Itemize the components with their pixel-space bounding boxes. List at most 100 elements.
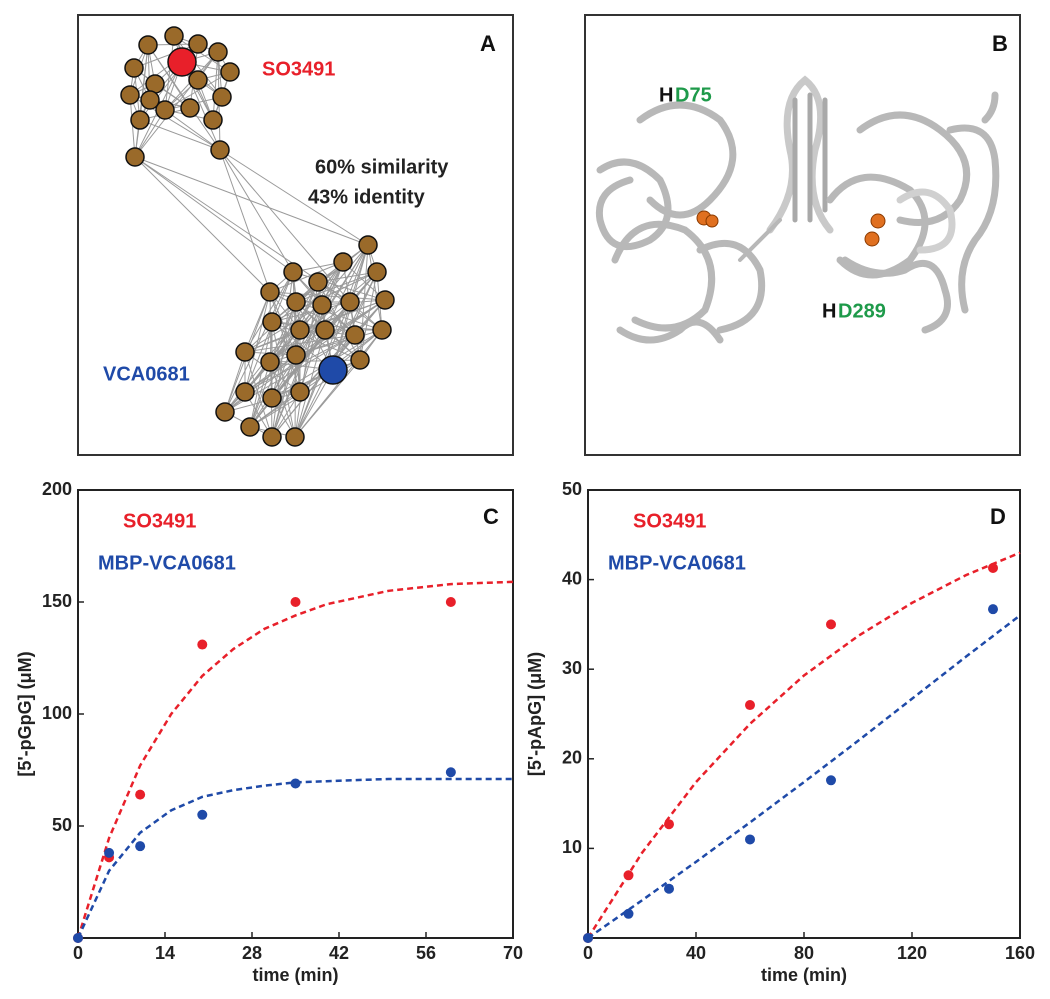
y-tick-label: 20 xyxy=(562,748,582,768)
y-tick-label: 50 xyxy=(52,815,72,835)
x-axis-label: time (min) xyxy=(252,965,338,985)
data-point xyxy=(664,819,674,830)
edge xyxy=(181,61,221,151)
edge xyxy=(224,351,246,413)
y-tick-label: 50 xyxy=(562,479,582,499)
node xyxy=(358,235,378,255)
data-point xyxy=(664,883,674,894)
y-tick-label: 30 xyxy=(562,658,582,678)
node xyxy=(283,262,303,282)
node xyxy=(340,292,360,312)
node xyxy=(262,388,282,408)
node xyxy=(188,34,208,54)
node xyxy=(203,110,223,130)
edge xyxy=(164,35,175,111)
data-point xyxy=(445,597,456,607)
edge xyxy=(134,156,294,273)
panel-label: A xyxy=(480,31,496,56)
y-tick-label: 10 xyxy=(562,837,582,857)
edge xyxy=(164,109,221,151)
edge xyxy=(219,149,369,246)
data-point xyxy=(135,789,146,800)
data-point xyxy=(197,639,208,650)
edge xyxy=(134,156,271,293)
site-residue: D75 xyxy=(675,84,712,106)
node xyxy=(285,427,305,447)
node xyxy=(235,382,255,402)
edge xyxy=(224,391,301,413)
legend-entry: MBP-VCA0681 xyxy=(608,552,746,574)
metal-ions xyxy=(696,210,886,247)
ion xyxy=(705,214,719,228)
x-tick-label: 160 xyxy=(1005,943,1035,963)
node xyxy=(155,100,175,120)
x-tick-label: 28 xyxy=(242,943,262,963)
node xyxy=(286,292,306,312)
node-label: VCA0681 xyxy=(103,363,190,385)
x-tick-label: 0 xyxy=(73,943,83,963)
node xyxy=(220,62,240,82)
node xyxy=(312,295,332,315)
edge xyxy=(224,329,301,413)
x-tick-label: 0 xyxy=(583,943,593,963)
edge xyxy=(244,299,386,353)
node xyxy=(145,74,165,94)
edge xyxy=(244,329,301,353)
panel-label: D xyxy=(990,504,1006,529)
edge xyxy=(244,271,294,393)
node xyxy=(333,252,353,272)
edge xyxy=(219,149,294,273)
node xyxy=(308,272,328,292)
edge xyxy=(269,291,386,301)
node xyxy=(290,382,310,402)
edge xyxy=(269,301,351,363)
edge xyxy=(249,369,334,428)
network xyxy=(120,26,395,447)
x-tick-label: 120 xyxy=(897,943,927,963)
edge xyxy=(147,44,221,151)
data-point xyxy=(290,778,301,789)
y-tick-label: 200 xyxy=(42,479,72,499)
data-point xyxy=(988,604,998,615)
protein-structure xyxy=(595,75,1000,344)
node xyxy=(188,70,208,90)
x-tick-label: 14 xyxy=(155,943,175,963)
edge xyxy=(139,119,221,151)
node xyxy=(235,342,255,362)
plot-frame xyxy=(77,489,514,939)
y-axis-label: [5'-pGpG] (μM) xyxy=(15,651,35,776)
legend-entry: SO3491 xyxy=(633,510,706,532)
node xyxy=(262,312,282,332)
x-axis-label: time (min) xyxy=(761,965,847,985)
plot-frame xyxy=(587,489,1021,939)
edge xyxy=(244,291,271,393)
node xyxy=(164,26,184,46)
data-point xyxy=(73,933,83,943)
node xyxy=(180,98,200,118)
node xyxy=(125,147,145,167)
data-point xyxy=(135,841,146,852)
panel-label: C xyxy=(483,504,499,529)
data-point xyxy=(104,847,115,858)
edge xyxy=(367,244,383,331)
node xyxy=(290,320,310,340)
data-point xyxy=(826,619,836,630)
node xyxy=(120,85,140,105)
ion xyxy=(870,213,886,229)
edge xyxy=(269,359,361,363)
node-label: SO3491 xyxy=(262,58,335,80)
legend-entry: SO3491 xyxy=(123,510,196,532)
annotation: 43% identity xyxy=(308,186,426,208)
edge xyxy=(269,301,297,363)
edge xyxy=(219,149,351,303)
node xyxy=(260,282,280,302)
edge xyxy=(271,301,351,323)
site-prefix: H xyxy=(822,300,836,322)
data-point xyxy=(445,767,456,778)
edge xyxy=(134,156,369,246)
data-point xyxy=(197,809,208,820)
node xyxy=(345,325,365,345)
edge xyxy=(292,271,386,301)
site-residue: D289 xyxy=(838,300,886,322)
